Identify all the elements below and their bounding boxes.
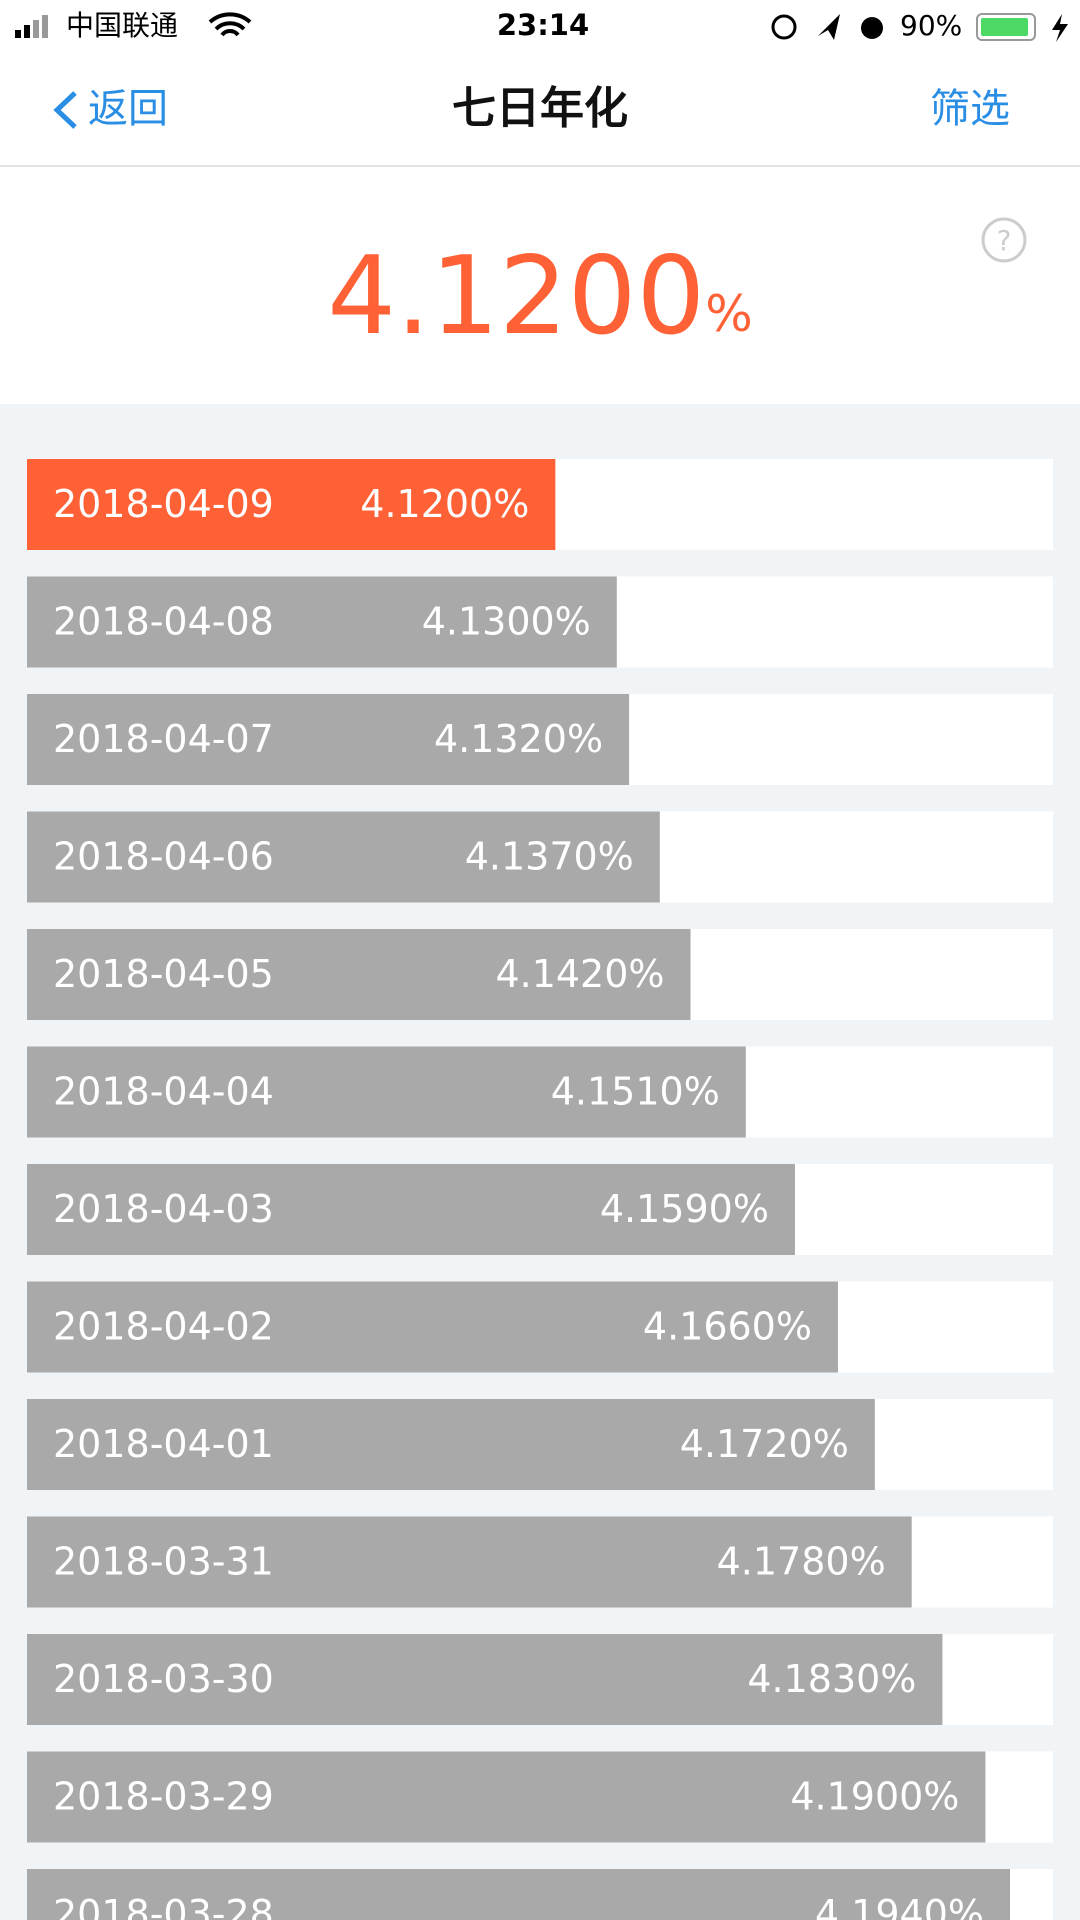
lock-icon <box>771 14 797 40</box>
bar-date-label: 2018-03-29 <box>53 1775 274 1819</box>
wifi-icon <box>208 12 252 37</box>
back-button[interactable]: 返回 <box>88 86 168 132</box>
bar <box>27 929 691 1020</box>
bar-value-label: 4.1720% <box>680 1422 849 1466</box>
battery-percent: 90% <box>900 9 962 42</box>
header-background <box>0 0 1080 404</box>
headline: 4.1200% <box>327 234 752 359</box>
bar-date-label: 2018-03-30 <box>53 1657 274 1701</box>
bar-value-label: 4.1830% <box>747 1657 916 1701</box>
bar-value-label: 4.1660% <box>643 1305 812 1349</box>
bar-value-label: 4.1300% <box>422 600 591 644</box>
bar-date-label: 2018-04-07 <box>53 717 274 761</box>
bar <box>27 1399 875 1490</box>
clock: 23:14 <box>497 8 589 42</box>
bar <box>27 1164 795 1255</box>
bar-date-label: 2018-04-08 <box>53 600 274 644</box>
bar <box>27 1516 912 1608</box>
bar-value-label: 4.1200% <box>360 482 529 526</box>
bar-value-label: 4.1900% <box>790 1775 959 1819</box>
bar <box>27 1046 746 1138</box>
bar-date-label: 2018-04-03 <box>53 1187 274 1231</box>
bar <box>27 1281 838 1373</box>
bar <box>27 1751 986 1843</box>
nav-title: 七日年化 <box>452 83 628 134</box>
signal-icon <box>15 15 48 38</box>
bar-value-label: 4.1510% <box>551 1070 720 1114</box>
location-icon <box>818 14 840 40</box>
bar-value-label: 4.1320% <box>434 717 603 761</box>
bar <box>27 1869 1010 1920</box>
help-icon[interactable] <box>981 217 1027 263</box>
filter-button[interactable]: 筛选 <box>930 86 1010 132</box>
bar-value-label: 4.1940% <box>815 1892 984 1920</box>
headline-value: 4.1200 <box>327 234 705 359</box>
bar-value-label: 4.1780% <box>717 1540 886 1584</box>
bar <box>27 811 660 903</box>
bar-value-label: 4.1590% <box>600 1187 769 1231</box>
battery-level <box>981 18 1028 36</box>
alarm-icon <box>861 17 883 39</box>
bar <box>27 694 630 785</box>
bar-value-label: 4.1420% <box>495 952 664 996</box>
bar-date-label: 2018-03-28 <box>53 1892 274 1920</box>
bar-date-label: 2018-03-31 <box>53 1540 274 1584</box>
bar <box>27 459 556 550</box>
bar <box>27 576 617 668</box>
battery-icon <box>976 13 1036 41</box>
help-mark[interactable]: ? <box>997 224 1012 257</box>
bar-value-label: 4.1370% <box>465 835 634 879</box>
bar-date-label: 2018-04-06 <box>53 835 274 879</box>
headline-unit: % <box>705 285 753 343</box>
bar-date-label: 2018-04-04 <box>53 1070 274 1114</box>
bar-date-label: 2018-04-09 <box>53 482 274 526</box>
charging-icon <box>1052 14 1068 42</box>
bar-date-label: 2018-04-05 <box>53 952 274 996</box>
bar-date-label: 2018-04-01 <box>53 1422 274 1466</box>
back-chevron[interactable] <box>53 91 77 129</box>
carrier: 中国联通 <box>66 9 178 42</box>
bar <box>27 1634 943 1725</box>
bar-date-label: 2018-04-02 <box>53 1305 274 1349</box>
